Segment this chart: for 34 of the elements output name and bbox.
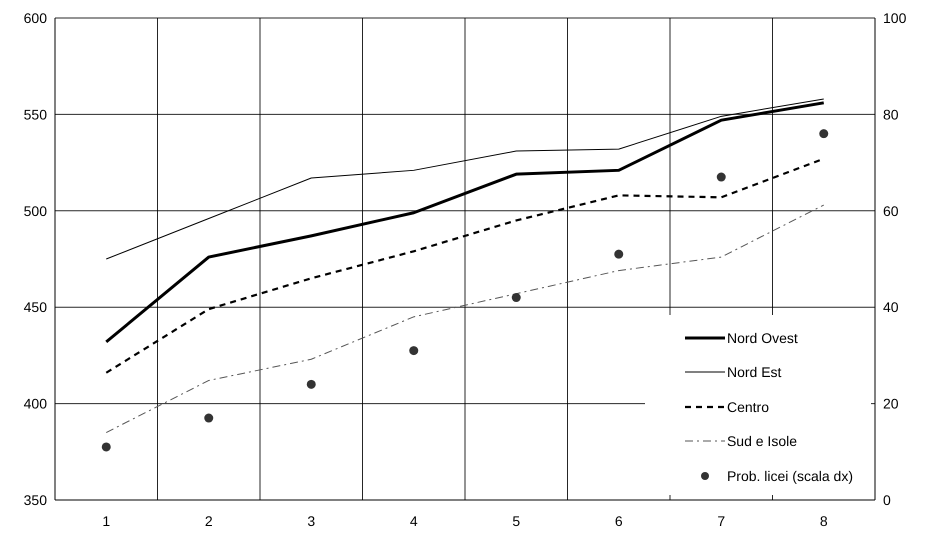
legend-label: Nord Est (726, 364, 782, 380)
y-tick-label: 500 (24, 202, 48, 219)
legend-label: Nord Ovest (726, 330, 798, 346)
y-tick-label: 450 (24, 299, 48, 316)
y-tick-label: 400 (24, 396, 48, 412)
legend-label: Sud e Isole (726, 433, 798, 450)
y2-tick-label: 100 (883, 10, 907, 26)
point (409, 346, 418, 356)
y-tick-label: 600 (24, 10, 48, 26)
y-tick-label: 550 (24, 106, 48, 122)
x-tick-label: 5 (512, 512, 520, 529)
point (204, 414, 214, 423)
point (306, 380, 316, 389)
y2-tick-label: 20 (883, 396, 899, 412)
line-series (106, 204, 824, 434)
point (512, 293, 521, 302)
y2-tick-label: 40 (883, 299, 899, 316)
legend-label: Centro (726, 398, 769, 415)
point (716, 172, 726, 182)
legend-label: Prob. licei (scala dx) (726, 468, 853, 484)
y-tick-label: 350 (24, 492, 48, 508)
y2-tick-label: 60 (883, 202, 899, 219)
x-tick-label: 4 (410, 512, 418, 529)
point (102, 442, 111, 452)
x-tick-label: 1 (102, 512, 110, 529)
y2-tick-label: 0 (883, 492, 891, 508)
point (614, 250, 624, 259)
x-tick-label: 2 (204, 512, 213, 529)
point (819, 129, 828, 138)
y2-tick-label: 80 (883, 106, 899, 122)
x-tick-label: 6 (614, 512, 623, 529)
x-tick-label: 3 (307, 512, 316, 529)
x-tick-label: 7 (717, 512, 726, 529)
x-tick-label: 8 (820, 512, 828, 529)
